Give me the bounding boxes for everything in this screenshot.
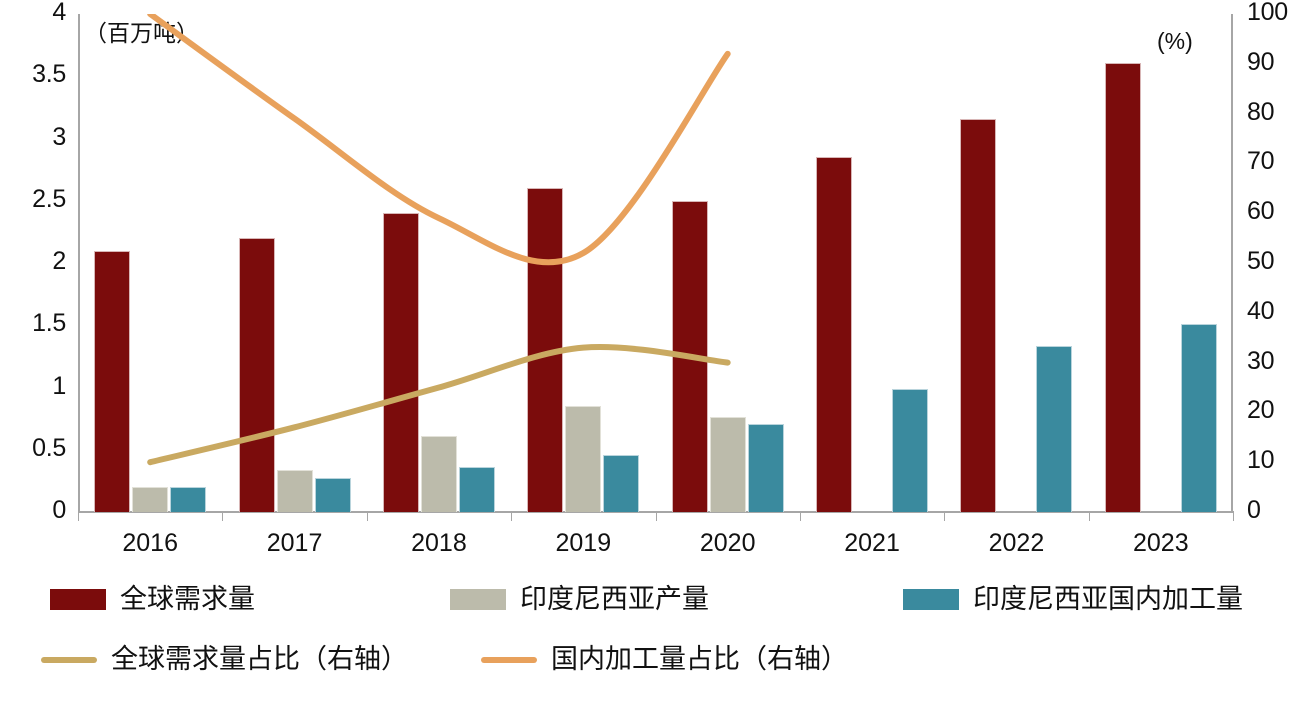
legend-swatch-processing-share (481, 656, 537, 663)
x-axis-tick-2023: 2023 (1133, 529, 1189, 557)
left-axis-tick-3-5: 3.5 (32, 60, 66, 89)
legend-item-indo-processing[interactable]: 印度尼西亚国内加工量 (903, 586, 1243, 613)
right-axis-tick-50: 50 (1247, 247, 1275, 275)
right-axis-tick-80: 80 (1247, 97, 1275, 126)
plot-area (78, 14, 1234, 521)
right-axis-tick-100: 100 (1247, 0, 1288, 26)
right-axis-tick-70: 70 (1247, 147, 1275, 176)
bar-2023-teal (1180, 324, 1217, 512)
right-axis-tick-60: 60 (1247, 197, 1275, 226)
x-axis-tick-2019: 2019 (555, 529, 612, 557)
right-axis-tick-40: 40 (1247, 296, 1275, 325)
legend-label-demand: 全球需求量 (120, 584, 255, 614)
right-axis-tick-20: 20 (1247, 396, 1275, 425)
bar-2017-red (238, 238, 275, 512)
bar-2021-teal (892, 388, 929, 512)
x-axis-tick-2021: 2021 (844, 529, 900, 557)
bar-2023-red (1104, 62, 1141, 512)
bar-2018-red (382, 213, 419, 512)
bar-2016-gray (132, 487, 169, 512)
bar-2022-red (960, 118, 997, 512)
x-axis-tick-2016: 2016 (122, 529, 178, 557)
left-axis-tick-3: 3 (52, 122, 66, 151)
legend-label-demand-share: 全球需求量占比（右轴） (111, 644, 408, 674)
x-tick-mark (366, 511, 368, 521)
left-axis-tick-1: 1 (52, 371, 66, 400)
bar-2020-red (671, 200, 708, 512)
bar-2018-teal (458, 467, 495, 512)
bar-2017-gray (276, 469, 313, 512)
left-axis-tick-1-5: 1.5 (32, 309, 66, 338)
right-axis-tick-10: 10 (1247, 446, 1275, 475)
legend-item-demand-share[interactable]: 全球需求量占比（右轴） (41, 646, 408, 673)
legend-item-processing-share[interactable]: 国内加工量占比（右轴） (481, 646, 848, 673)
x-axis-tick-2020: 2020 (699, 529, 756, 557)
legend-swatch-demand (50, 589, 106, 610)
legend-swatch-indo-production (450, 589, 506, 610)
left-axis-tick-4: 4 (52, 0, 66, 26)
right-axis-tick-30: 30 (1247, 346, 1275, 375)
bar-2020-gray (709, 417, 746, 512)
bar-2017-teal (314, 478, 351, 512)
x-tick-mark (1088, 511, 1090, 521)
bar-2019-teal (603, 454, 640, 512)
left-axis-tick-0: 0 (52, 496, 66, 524)
x-tick-mark (655, 511, 657, 521)
x-tick-mark (944, 511, 946, 521)
x-axis-tick-2017: 2017 (266, 529, 323, 557)
chart-legend: 全球需求量 印度尼西亚产量 印度尼西亚国内加工量 全球需求量占比（右轴） 国内加… (0, 583, 1299, 708)
right-axis-line (1231, 14, 1233, 512)
left-axis-tick-2-5: 2.5 (32, 184, 66, 213)
x-tick-mark (78, 511, 79, 521)
x-axis-tick-2018: 2018 (411, 529, 467, 557)
legend-swatch-demand-share (41, 656, 97, 663)
left-axis-line (78, 14, 80, 512)
bar-2021-red (816, 157, 853, 512)
x-tick-mark (1233, 511, 1234, 521)
bar-2020-teal (747, 423, 784, 512)
legend-swatch-indo-processing (903, 589, 959, 610)
right-axis-tick-90: 90 (1247, 47, 1275, 76)
legend-item-indo-production[interactable]: 印度尼西亚产量 (450, 586, 709, 613)
bar-2022-teal (1036, 346, 1073, 512)
legend-label-processing-share: 国内加工量占比（右轴） (551, 644, 848, 674)
bar-2016-red (94, 250, 131, 512)
bar-2016-teal (170, 487, 207, 512)
right-axis-tick-0: 0 (1247, 496, 1261, 524)
x-tick-mark (511, 511, 513, 521)
x-tick-mark (222, 511, 224, 521)
bars-layer (78, 14, 1233, 512)
legend-label-indo-production: 印度尼西亚产量 (520, 584, 709, 614)
x-axis-tick-2022: 2022 (988, 529, 1045, 557)
left-axis-tick-2: 2 (52, 247, 66, 275)
bar-2019-red (527, 188, 564, 512)
bar-2018-gray (420, 436, 457, 512)
left-axis-tick-0-5: 0.5 (32, 433, 66, 462)
bar-2019-gray (565, 406, 602, 512)
x-tick-mark (799, 511, 801, 521)
legend-item-demand[interactable]: 全球需求量 (50, 586, 255, 613)
right-axis-unit-label: (%) (1157, 28, 1193, 54)
legend-label-indo-processing: 印度尼西亚国内加工量 (973, 584, 1243, 614)
